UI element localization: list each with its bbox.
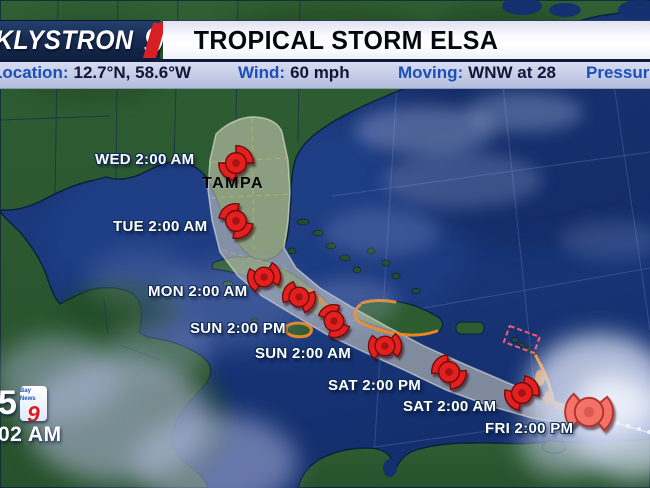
header-bar: KLYSTRON 9 TROPICAL STORM ELSA: [0, 20, 650, 61]
location-value: 12.7°N, 58.6°W: [73, 63, 192, 82]
storm-icon-sat-pm: [361, 322, 409, 370]
watch-box: [502, 324, 542, 355]
station-name: KLYSTRON: [0, 25, 134, 55]
klystron9-logo: KLYSTRON 9: [0, 20, 167, 61]
location-stat: Location:12.7°N, 58.6°W: [0, 63, 191, 83]
time-label-sun-am: SUN 2:00 AM: [255, 345, 352, 362]
wind-stat: Wind: 60 mph: [238, 63, 350, 83]
time-label-sat-am: SAT 2:00 AM: [403, 398, 497, 415]
moving-label: Moving:: [398, 63, 464, 82]
time-label-tue: TUE 2:00 AM: [113, 218, 208, 235]
title-bar: TROPICAL STORM ELSA: [163, 20, 650, 60]
moving-stat: Moving: WNW at 28: [398, 63, 556, 83]
storm-icon-sun-pm: [277, 275, 321, 319]
time-label-sat-pm: SAT 2:00 PM: [328, 377, 422, 394]
puerto-rico-island: [455, 321, 485, 335]
time-label-mon: MON 2:00 AM: [148, 283, 248, 300]
time-label-fri-pm: FRI 2:00 PM: [485, 420, 574, 437]
location-label: Location:: [0, 63, 69, 82]
bay-news-9-logo: Bay News 9: [19, 386, 47, 422]
storm-icon-tue: [215, 200, 257, 242]
storm-icon-mon: [240, 253, 288, 301]
storm-icon-fri-pm: [501, 372, 543, 414]
tampa-label: TAMPA: [202, 175, 265, 192]
storm-icon-sat-am: [429, 352, 469, 392]
time-stamp: 02 AM: [0, 423, 62, 446]
pressure-stat: Pressure: [586, 63, 650, 83]
wind-value: 60 mph: [290, 63, 350, 82]
moving-value: WNW at 28: [468, 63, 556, 82]
pressure-label: Pressure: [586, 63, 650, 82]
storm-status-bar: Location:12.7°N, 58.6°W Wind:60 mph Movi…: [0, 59, 650, 89]
temperature-digit: 5: [0, 384, 17, 422]
time-label-wed: WED 2:00 AM: [95, 151, 195, 168]
bay-news-brand-text: Bay News: [19, 388, 36, 402]
storm-icon-sun-am: [312, 299, 356, 343]
wind-label: Wind:: [238, 63, 286, 82]
lake-maracaibo: [383, 459, 397, 477]
great-lakes: [502, 0, 650, 20]
time-label-sun-pm: SUN 2:00 PM: [190, 320, 286, 337]
bay-news-9-number: 9: [27, 401, 40, 422]
station-bug: 5 Bay News 9 02 AM: [0, 386, 62, 447]
storm-title: TROPICAL STORM ELSA: [193, 25, 499, 55]
